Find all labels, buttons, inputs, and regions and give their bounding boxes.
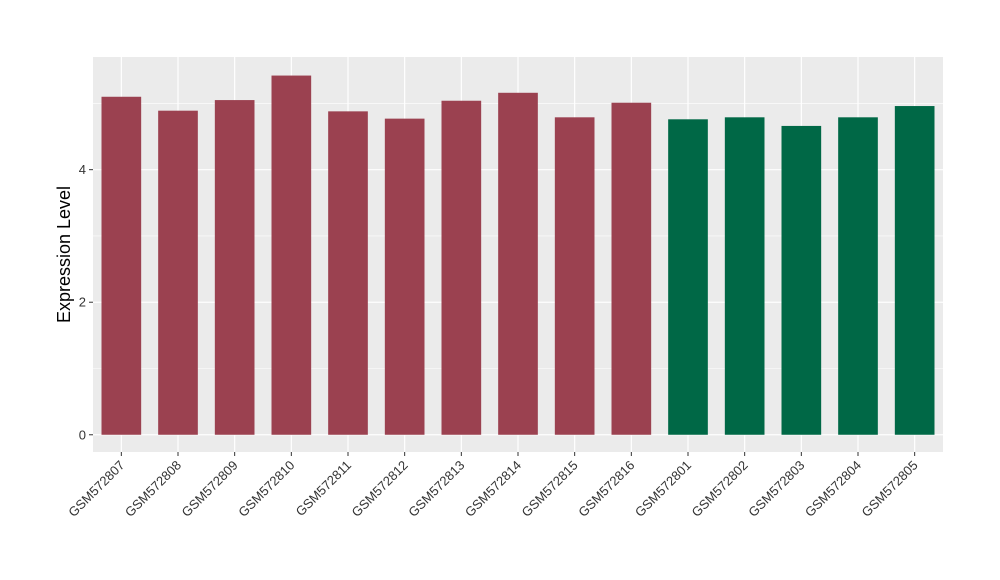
y-tick-label: 2 xyxy=(79,295,86,310)
y-tick-label: 0 xyxy=(79,427,86,442)
x-tick-label: GSM572811 xyxy=(293,458,355,520)
x-tick-label: GSM572815 xyxy=(519,458,581,520)
bar-GSM572807 xyxy=(101,96,142,435)
x-axis: GSM572807GSM572808GSM572809GSM572810GSM5… xyxy=(65,452,921,520)
bar-GSM572802 xyxy=(724,117,765,435)
bar-GSM572816 xyxy=(611,102,652,435)
x-tick-label: GSM572813 xyxy=(405,458,467,520)
bar-GSM572811 xyxy=(328,111,368,435)
x-tick-label: GSM572809 xyxy=(179,458,241,520)
x-tick-label: GSM572810 xyxy=(235,458,297,520)
y-axis-title: Expression Level xyxy=(54,186,74,323)
bars xyxy=(101,75,935,435)
bar-GSM572804 xyxy=(838,117,878,435)
bar-GSM572805 xyxy=(894,106,935,435)
x-tick-label: GSM572807 xyxy=(65,458,127,520)
x-tick-label: GSM572814 xyxy=(462,458,524,520)
x-tick-label: GSM572808 xyxy=(122,458,184,520)
bar-GSM572808 xyxy=(158,110,198,435)
x-tick-label: GSM572801 xyxy=(632,458,694,520)
y-tick-label: 4 xyxy=(79,162,86,177)
x-tick-label: GSM572803 xyxy=(745,458,807,520)
x-tick-label: GSM572804 xyxy=(802,458,864,520)
x-tick-label: GSM572805 xyxy=(859,458,921,520)
x-tick-label: GSM572802 xyxy=(689,458,751,520)
x-tick-label: GSM572812 xyxy=(349,458,411,520)
bar-GSM572810 xyxy=(271,75,312,435)
y-axis: 0 2 4 xyxy=(79,162,93,442)
bar-GSM572814 xyxy=(498,92,538,435)
bar-GSM572809 xyxy=(214,100,255,435)
bar-GSM572815 xyxy=(554,117,595,435)
x-tick-label: GSM572816 xyxy=(575,458,637,520)
bar-GSM572813 xyxy=(441,100,482,435)
bar-GSM572801 xyxy=(668,119,708,435)
bar-GSM572803 xyxy=(781,125,822,435)
bar-GSM572812 xyxy=(384,118,425,435)
